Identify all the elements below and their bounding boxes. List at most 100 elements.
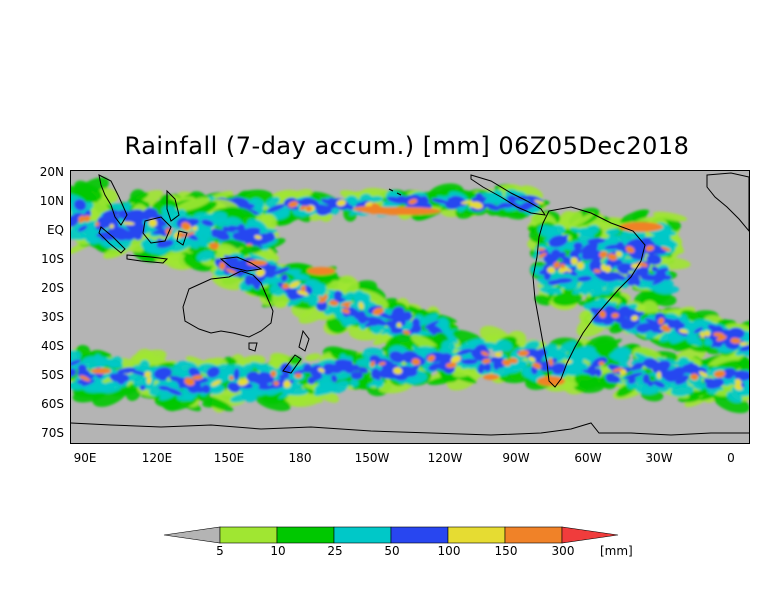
rain-cell bbox=[678, 329, 688, 334]
rain-cell bbox=[574, 371, 598, 390]
coastline-australia bbox=[182, 270, 274, 338]
rain-cell bbox=[341, 308, 350, 314]
coastline-central-america bbox=[470, 174, 547, 216]
rain-cell bbox=[183, 394, 194, 401]
rain-cell bbox=[605, 374, 613, 381]
rain-cell bbox=[651, 229, 677, 236]
rain-cell bbox=[553, 234, 569, 244]
rain-cell bbox=[317, 367, 325, 373]
rain-cell bbox=[593, 269, 601, 273]
rain-cell bbox=[344, 301, 350, 309]
rain-cell bbox=[573, 242, 583, 250]
rain-cell bbox=[497, 202, 509, 210]
colorbar-label-10: 10 bbox=[270, 544, 286, 558]
rain-cell bbox=[255, 268, 266, 277]
rain-cell bbox=[297, 290, 309, 296]
rain-cell bbox=[569, 364, 588, 375]
rain-cell bbox=[624, 372, 643, 380]
rain-cell bbox=[647, 380, 654, 387]
rain-cell bbox=[97, 216, 111, 229]
rain-cell bbox=[670, 367, 684, 379]
rain-cell bbox=[551, 362, 567, 375]
rain-cell bbox=[534, 199, 544, 205]
rain-cell bbox=[438, 352, 453, 362]
rain-cell bbox=[340, 313, 352, 327]
rain-cell bbox=[316, 300, 328, 312]
rain-cell bbox=[635, 266, 649, 277]
rain-cell bbox=[255, 393, 291, 412]
rain-cell bbox=[201, 384, 211, 394]
rain-cell bbox=[372, 307, 384, 316]
lon-label-90w: 90W bbox=[502, 451, 530, 465]
rain-cell bbox=[211, 380, 222, 387]
rain-cell bbox=[577, 227, 592, 234]
rain-cell bbox=[237, 223, 246, 233]
rain-cell bbox=[358, 301, 364, 310]
rain-cell bbox=[655, 294, 677, 307]
rain-cell bbox=[270, 370, 277, 378]
rain-cell bbox=[233, 368, 240, 381]
colorbar-label-300: 300 bbox=[551, 544, 575, 558]
rain-cell bbox=[686, 362, 696, 374]
rain-cell bbox=[619, 369, 627, 376]
colorbar-segment-5 bbox=[447, 526, 506, 544]
rain-cell bbox=[81, 356, 107, 370]
rain-cell bbox=[207, 383, 225, 395]
rain-cell bbox=[109, 373, 130, 383]
rain-cell bbox=[653, 285, 680, 295]
lat-label-40s: 40S bbox=[41, 339, 64, 353]
rain-cell bbox=[605, 228, 620, 236]
colorbar-label-150: 150 bbox=[494, 544, 518, 558]
rain-cell bbox=[619, 222, 663, 232]
rain-cell bbox=[199, 241, 209, 247]
rain-cell bbox=[272, 267, 290, 276]
rain-cell bbox=[632, 311, 645, 317]
rain-cell bbox=[548, 358, 554, 367]
rain-cell bbox=[318, 295, 325, 301]
rain-cell bbox=[78, 215, 85, 223]
map-title: Rainfall (7-day accum.) [mm] 06Z05Dec201… bbox=[124, 132, 690, 160]
rain-cell bbox=[157, 371, 168, 381]
rain-cell bbox=[71, 215, 79, 228]
rain-cell bbox=[739, 341, 748, 346]
rain-cell bbox=[390, 311, 402, 322]
rain-cell bbox=[428, 362, 441, 371]
rain-cell bbox=[484, 202, 500, 211]
rain-cell bbox=[122, 221, 135, 226]
rain-cell bbox=[323, 308, 332, 316]
rain-cell bbox=[528, 356, 536, 362]
rain-cell bbox=[658, 369, 673, 379]
rain-cell bbox=[307, 267, 335, 275]
rain-cell bbox=[625, 246, 635, 254]
rain-cell bbox=[581, 242, 599, 254]
rain-cell bbox=[226, 226, 236, 233]
lat-label-70s: 70S bbox=[41, 426, 64, 440]
rain-cell bbox=[209, 242, 220, 250]
rain-cell bbox=[323, 294, 328, 300]
rain-cell bbox=[698, 371, 708, 378]
rain-cell bbox=[154, 225, 164, 230]
rain-cell bbox=[302, 363, 312, 373]
rain-cell bbox=[636, 322, 657, 332]
lon-label-150e: 150E bbox=[213, 451, 245, 465]
rain-cell bbox=[739, 344, 749, 352]
rain-cell bbox=[358, 366, 369, 374]
colorbar-label-100: 100 bbox=[437, 544, 461, 558]
rain-cell bbox=[206, 366, 220, 378]
coastline-africa bbox=[706, 172, 749, 232]
rain-cell bbox=[357, 315, 367, 324]
rain-cell bbox=[631, 242, 646, 248]
rain-cell bbox=[370, 360, 375, 368]
rain-cell bbox=[612, 367, 623, 373]
rain-cell bbox=[550, 249, 561, 261]
rain-cell bbox=[294, 373, 302, 379]
rain-cell bbox=[611, 312, 619, 318]
rain-cell bbox=[615, 241, 625, 251]
rain-cell bbox=[390, 327, 403, 334]
lon-label-30w: 30W bbox=[645, 451, 673, 465]
lat-label-eq: EQ bbox=[46, 223, 64, 237]
rain-cell bbox=[613, 315, 630, 324]
rain-cell bbox=[127, 192, 149, 204]
rain-cell bbox=[247, 260, 267, 266]
rain-cell bbox=[333, 290, 343, 301]
